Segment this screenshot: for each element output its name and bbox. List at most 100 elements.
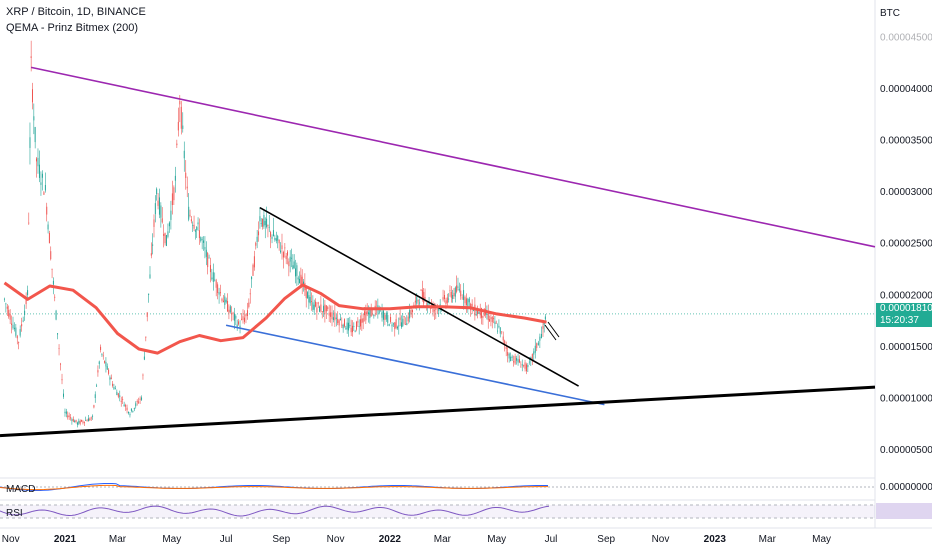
candle-body <box>448 298 450 300</box>
candle-body <box>252 264 254 276</box>
candle-body <box>75 419 77 423</box>
candle-body <box>71 419 73 421</box>
candle-body <box>98 361 100 365</box>
candle-body <box>251 276 253 280</box>
candle-body <box>450 291 452 298</box>
candle-body <box>241 318 243 320</box>
candle-body <box>508 353 510 359</box>
candle-body <box>101 354 103 355</box>
candle-body <box>332 317 334 320</box>
candle-body <box>183 150 185 159</box>
candle-body <box>274 237 276 240</box>
candle-body <box>266 218 268 227</box>
candle-body <box>171 193 173 205</box>
candle-body <box>176 143 178 146</box>
candle-body <box>280 250 282 253</box>
candle-body <box>312 302 314 310</box>
macd-label[interactable]: MACD <box>6 484 36 495</box>
rsi-axis-tag <box>876 503 932 519</box>
candle-body <box>309 296 311 304</box>
candle-body <box>303 281 305 286</box>
candle-body <box>400 322 402 328</box>
candle-body <box>342 324 344 329</box>
candle-body <box>74 420 76 423</box>
candle-body <box>427 304 429 306</box>
candle-body <box>233 313 235 321</box>
candle-body <box>89 418 91 421</box>
candle-body <box>204 246 206 250</box>
candle-body <box>525 364 527 372</box>
candle-body <box>433 310 435 312</box>
candle-body <box>347 322 349 331</box>
candle-body <box>288 261 290 267</box>
rsi-line <box>0 505 550 517</box>
candle-body <box>135 403 137 407</box>
candle-body <box>471 303 473 307</box>
candle-body <box>361 318 363 323</box>
chart-title[interactable]: XRP / Bitcoin, 1D, BINANCE <box>6 6 146 18</box>
candle-body <box>362 318 364 323</box>
x-tick-label: Jul <box>545 534 558 545</box>
candle-body <box>173 187 175 201</box>
candle-body <box>47 224 49 230</box>
candle-body <box>110 377 112 380</box>
candle-body <box>6 306 8 309</box>
candle-body <box>491 317 493 323</box>
candle-body <box>48 232 50 244</box>
candle-body <box>533 351 535 355</box>
candle-body <box>33 116 35 121</box>
candle-body <box>41 173 43 178</box>
candle-body <box>349 324 351 327</box>
candle-body <box>133 408 135 410</box>
candle-body <box>138 401 140 403</box>
candle-body <box>325 305 327 312</box>
candle-body <box>268 226 270 228</box>
candle-body <box>112 383 114 386</box>
candle-body <box>262 218 264 227</box>
candle-body <box>384 314 386 320</box>
candle-body <box>197 222 199 225</box>
candle-body <box>34 127 36 143</box>
candle-body <box>343 319 345 327</box>
candle-body <box>292 265 294 270</box>
candle-body <box>185 172 187 178</box>
candle-body <box>531 354 533 360</box>
candle-body <box>390 316 392 322</box>
candle-body <box>544 316 546 320</box>
candle-body <box>212 272 214 282</box>
candle-body <box>104 360 106 363</box>
candle-body <box>331 312 333 320</box>
candle-body <box>221 298 223 301</box>
candle-body <box>182 125 184 129</box>
candle-body <box>122 399 124 400</box>
candle-body <box>245 314 247 317</box>
rsi-label[interactable]: RSI <box>6 508 23 519</box>
candle-body <box>158 197 160 215</box>
candle-body <box>387 315 389 323</box>
candle-body <box>299 278 301 284</box>
x-tick-label: Sep <box>272 534 290 545</box>
candle-body <box>358 326 360 327</box>
candle-body <box>58 348 60 349</box>
candle-body <box>119 395 121 397</box>
candle-body <box>165 235 167 246</box>
candle-body <box>353 326 355 327</box>
rsi-band <box>0 505 875 518</box>
candle-body <box>366 311 368 314</box>
candle-body <box>301 276 303 285</box>
candle-body <box>67 415 69 418</box>
candle-body <box>156 188 158 195</box>
indicator-label[interactable]: QEMA - Prinz Bitmex (200) <box>6 22 139 34</box>
candle-body <box>35 158 37 162</box>
candle-body <box>392 323 394 325</box>
candle-body <box>160 205 162 218</box>
candle-body <box>446 297 448 303</box>
candle-body <box>319 306 321 312</box>
candle-body <box>285 255 287 260</box>
candle-body <box>19 329 21 336</box>
candle-body <box>201 239 203 240</box>
candle-body <box>81 419 83 422</box>
candle-body <box>207 252 209 268</box>
